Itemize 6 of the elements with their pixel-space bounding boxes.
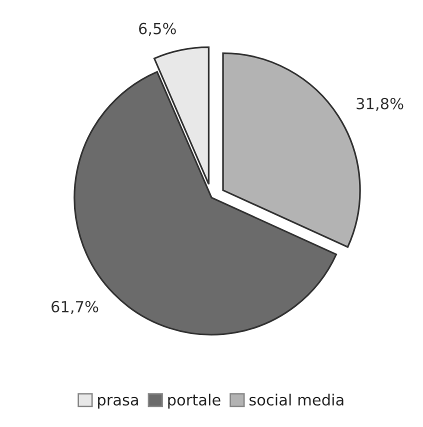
data-label: 31,8% [356, 98, 404, 111]
legend-label: portale [168, 394, 220, 409]
data-label: 61,7% [52, 300, 98, 314]
data-label: 6,5% [139, 22, 176, 36]
legend-label: prasa [98, 396, 138, 409]
legend-label: social media [249, 394, 344, 406]
